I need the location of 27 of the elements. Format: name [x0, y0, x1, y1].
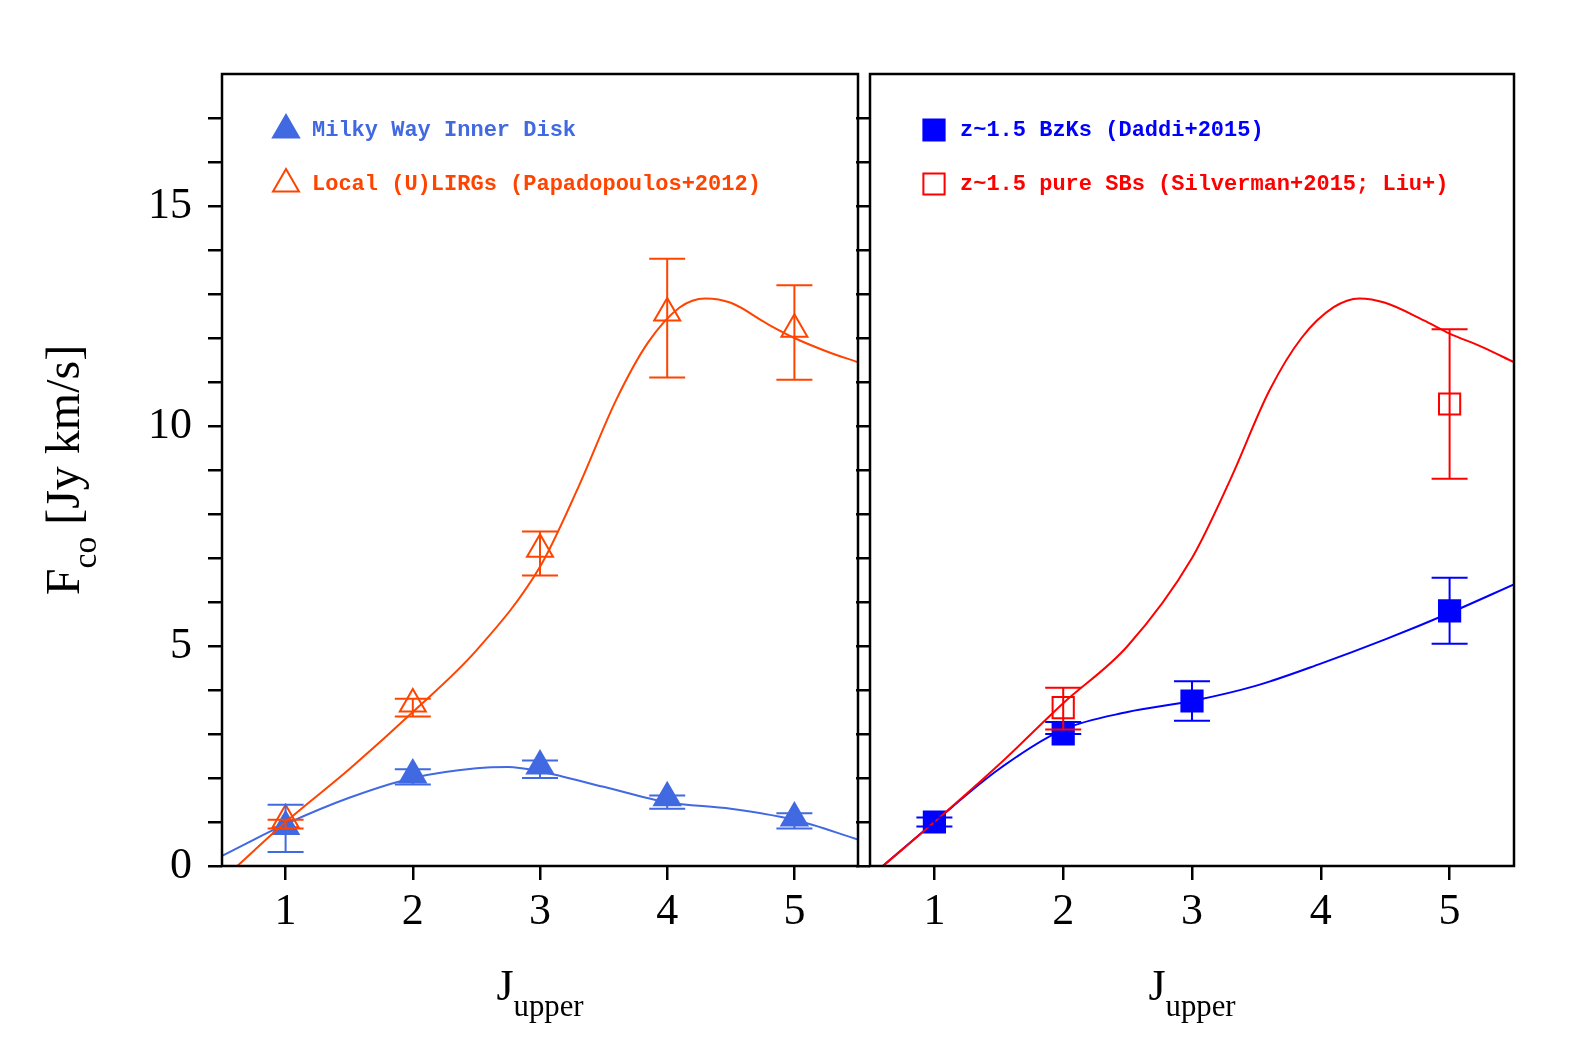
x-tick-label: 1: [274, 884, 297, 934]
x-tick-label: 1: [923, 884, 946, 934]
y-tick-label: 15: [148, 178, 192, 228]
x-tick-label: 5: [783, 884, 806, 934]
point: [1180, 689, 1204, 713]
point: [1051, 695, 1075, 720]
x-tick-label: 2: [1052, 884, 1075, 934]
point: [526, 533, 554, 558]
legend-label: z~1.5 BzKs (Daddi+2015): [960, 117, 1264, 143]
legend-label: z~1.5 pure SBs (Silverman+2015; Liu+): [960, 171, 1449, 197]
y-tick-label: 10: [148, 398, 192, 448]
x-tick-label: 4: [1309, 884, 1332, 934]
point: [398, 688, 427, 713]
x-tick-label: 3: [529, 884, 551, 934]
x-tick-label: 4: [656, 884, 679, 934]
y-tick-label: 0: [170, 838, 192, 888]
y-axis-title: Fco [Jy km/s]: [35, 344, 103, 596]
point: [1437, 392, 1462, 416]
y-tick-label: 5: [170, 618, 192, 668]
legend-label: Local (U)LIRGs (Papadopoulos+2012): [312, 171, 761, 197]
point: [653, 296, 682, 322]
point: [271, 803, 300, 829]
legend-label: Milky Way Inner Disk: [312, 117, 577, 143]
point: [780, 313, 809, 338]
x-tick-label: 3: [1181, 884, 1203, 934]
x-tick-label: 2: [401, 884, 424, 934]
x-tick-label: 5: [1438, 884, 1461, 934]
